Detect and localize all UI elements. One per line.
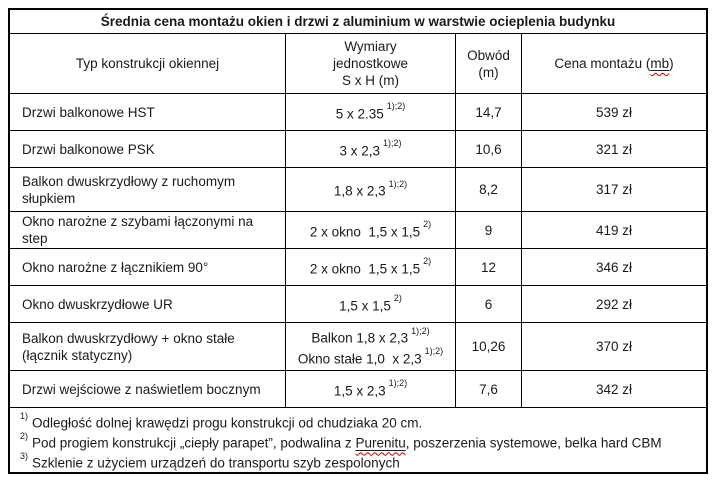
price-table: Średnia cena montażu okien i drzwi z alu… [8, 8, 708, 474]
spellcheck-underline: Purenitu [355, 435, 406, 451]
footnote-1: 1) Odległość dolnej krawędzi progu konstr… [20, 410, 423, 431]
table-row: Drzwi wejściowe z naświetlem bocznym 1,5… [10, 371, 706, 408]
footnote-ref: 1);2) [424, 346, 444, 356]
footnote-marker: 3) [20, 450, 29, 461]
footnotes-section: 1) Odległość dolnej krawędzi progu konstr… [10, 408, 706, 472]
cell-price: 370 zł [595, 339, 633, 354]
cell-price: 342 zł [595, 381, 633, 397]
footnote-ref: 2) [423, 219, 432, 230]
cell-construction-type: Drzwi balkonowe HST [10, 94, 286, 130]
col-header-dimensions-line3: S x H (m) [342, 73, 399, 88]
cell-dimensions: 2 x okno 1,5 x 1,5 2) [286, 249, 456, 285]
cell-price: 419 zł [595, 222, 633, 238]
cell-price: 346 zł [595, 259, 633, 275]
col-header-construction-type-label: Typ konstrukcji okiennej [75, 56, 220, 71]
table-row: Okno narożne z łącznikiem 90° 2 x okno 1… [10, 249, 706, 286]
price-label-suffix: ) [669, 56, 674, 71]
table-title: Średnia cena montażu okien i drzwi z alu… [10, 10, 706, 34]
cell-circumference: 7,6 [456, 371, 522, 407]
spellcheck-underline: mb [650, 56, 669, 71]
footnote-ref: 1);2) [386, 101, 406, 112]
footnote-ref: 1);2) [411, 325, 430, 336]
cell-circumference: 6 [456, 286, 522, 322]
table-row: Drzwi balkonowe HST 5 x 2.35 1);2) 14,7 5… [10, 94, 706, 131]
cell-price: 317 zł [595, 182, 633, 197]
footnote-marker: 2) [20, 430, 29, 441]
col-header-dimensions-line2: jednostkowe [332, 56, 409, 71]
cell-circumference: 8,2 [456, 168, 522, 211]
header-row: Typ konstrukcji okiennej Wymiary jednost… [10, 34, 706, 94]
cell-construction-type: Balkon dwuskrzydłowy z ruchomym słupkiem [10, 168, 286, 211]
table-row: Okno dwuskrzydłowe UR 1,5 x 1,5 2) 6 292 … [10, 286, 706, 323]
table-row: Balkon dwuskrzydłowy z ruchomym słupkiem… [10, 168, 706, 212]
footnote-2: 2) Pod progiem konstrukcji „ciepły parape… [20, 430, 662, 451]
col-header-price-label: Cena montażu (mb) [554, 55, 673, 72]
col-header-price: Cena montażu (mb) [522, 34, 706, 93]
cell-price: 539 zł [595, 104, 633, 120]
col-header-dimensions: Wymiary jednostkowe S x H (m) [286, 34, 456, 93]
price-label-mb: mb [650, 56, 670, 71]
cell-price: 292 zł [595, 296, 633, 312]
table-row: Balkon dwuskrzydłowy + okno stałe (łączn… [10, 323, 706, 371]
cell-circumference: 9 [456, 212, 522, 248]
cell-dimensions: 1,5 x 2,3 1);2) [286, 371, 456, 407]
cell-dimensions: Balkon 1,8 x 2,3 1);2) Okno stałe 1,0 x 2… [286, 323, 456, 370]
cell-dimensions: 1,5 x 1,5 2) [286, 286, 456, 322]
cell-dimensions: 5 x 2.35 1);2) [286, 94, 456, 130]
footnote-ref: 1);2) [388, 378, 408, 389]
price-label-prefix: Cena montażu ( [554, 56, 651, 71]
footnote-ref: 1);2) [383, 138, 402, 149]
cell-circumference: 10,26 [456, 323, 522, 370]
col-header-construction-type: Typ konstrukcji okiennej [10, 34, 286, 93]
cell-dimensions: 2 x okno 1,5 x 1,5 2) [286, 212, 456, 248]
cell-construction-type: Drzwi wejściowe z naświetlem bocznym [10, 371, 286, 407]
cell-price: 321 zł [595, 141, 633, 157]
col-header-dimensions-line1: Wymiary [344, 39, 397, 54]
table-row: Drzwi balkonowe PSK 3 x 2,3 1);2) 10,6 32… [10, 131, 706, 168]
col-header-circumference-line1: Obwód [467, 47, 510, 63]
footnote-ref: 1);2) [388, 178, 408, 189]
col-header-circumference: Obwód (m) [456, 34, 522, 93]
cell-construction-type: Drzwi balkonowe PSK [10, 131, 286, 167]
cell-circumference: 14,7 [456, 94, 522, 130]
cell-dimensions: 1,8 x 2,3 1);2) [286, 168, 456, 211]
footnote-ref: 2) [393, 293, 402, 304]
cell-construction-type: Okno dwuskrzydłowe UR [10, 286, 286, 322]
footnote-3: 3) Szklenie z użyciem urządzeń do transpo… [20, 450, 400, 471]
cell-circumference: 10,6 [456, 131, 522, 167]
cell-construction-type: Balkon dwuskrzydłowy + okno stałe (łączn… [10, 323, 286, 370]
footnote-ref: 2) [423, 256, 432, 267]
cell-dimensions: 3 x 2,3 1);2) [286, 131, 456, 167]
table-row: Okno narożne z szybami łączonymi na step… [10, 212, 706, 249]
cell-circumference: 12 [456, 249, 522, 285]
col-header-circumference-line2: (m) [478, 64, 499, 80]
cell-construction-type: Okno narożne z szybami łączonymi na step [10, 212, 286, 248]
footnote-marker: 1) [20, 410, 29, 421]
table-title-text: Średnia cena montażu okien i drzwi z alu… [100, 14, 616, 29]
cell-construction-type: Okno narożne z łącznikiem 90° [10, 249, 286, 285]
